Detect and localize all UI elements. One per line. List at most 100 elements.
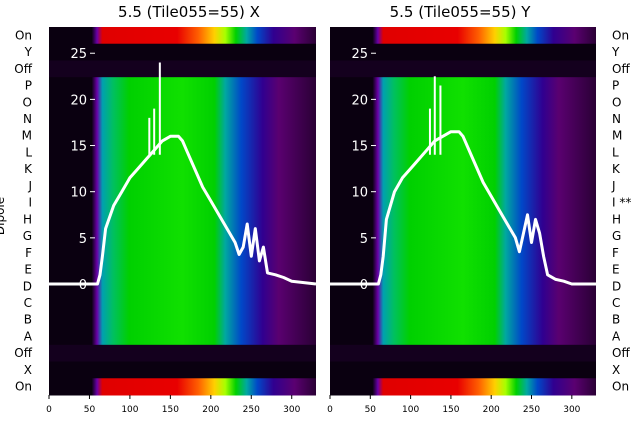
- heatmap-row: [330, 227, 596, 245]
- dipole-label: G: [23, 229, 32, 243]
- heatmap-row: [330, 361, 596, 379]
- dipole-label: D: [23, 279, 32, 293]
- x-tick-label: 0: [327, 405, 333, 415]
- heatmap-row: [330, 211, 596, 229]
- dipole-label: On: [15, 28, 32, 42]
- dipole-label: H: [612, 212, 621, 226]
- heatmap-row: [330, 27, 596, 45]
- dipole-label: F: [25, 246, 32, 260]
- panel-title: 5.5 (Tile055=55) Y: [390, 3, 532, 21]
- overlay-tick-label: 25: [70, 47, 87, 62]
- overlay-tick-label: 10: [351, 186, 368, 201]
- dipole-label: P: [25, 79, 32, 93]
- x-tick-label: 50: [84, 405, 96, 415]
- dipole-label: C: [24, 296, 32, 310]
- heatmap-row: [330, 378, 596, 396]
- heatmap-row: [330, 144, 596, 162]
- heatmap-row: [49, 361, 316, 379]
- dipole-label: A: [24, 329, 33, 343]
- dipole-label: M: [612, 129, 622, 143]
- heatmap-row: [330, 93, 596, 112]
- heatmap-row: [49, 43, 316, 61]
- dipole-label: X: [612, 363, 620, 377]
- dipole-label: J: [27, 179, 32, 193]
- overlay-tick-label: 15: [70, 140, 87, 155]
- dipole-label: Y: [611, 45, 620, 59]
- dipole-label: P: [612, 79, 619, 93]
- panel-title: 5.5 (Tile055=55) X: [118, 3, 260, 21]
- dipole-label: I: [28, 196, 32, 210]
- dipole-label: E: [24, 263, 32, 277]
- heatmap-row: [330, 60, 596, 78]
- x-tick-label: 300: [563, 405, 580, 415]
- dipole-label: Y: [24, 45, 33, 59]
- heatmap-row: [49, 127, 316, 145]
- dipole-label: J: [611, 179, 616, 193]
- dipole-label: Off: [14, 346, 32, 360]
- heatmap-row: [330, 294, 596, 312]
- heatmap-row: [330, 77, 596, 95]
- heatmap-row: [330, 194, 596, 212]
- heatmap-row: [49, 344, 316, 363]
- dipole-label: Off: [14, 62, 32, 76]
- overlay-tick-label: 15: [351, 140, 368, 155]
- dipole-label: C: [612, 296, 620, 310]
- heatmap-row: [49, 144, 316, 162]
- dipole-label: O: [612, 95, 621, 109]
- heatmap-row: [49, 244, 316, 262]
- overlay-series-line: [49, 134, 317, 286]
- heatmap-row: [330, 277, 596, 296]
- dipole-label: O: [23, 95, 32, 109]
- dipole-label: N: [23, 112, 32, 126]
- x-tick-label: 300: [283, 405, 300, 415]
- dipole-label: M: [22, 129, 32, 143]
- x-tick-label: 100: [121, 405, 138, 415]
- dipole-label: On: [612, 28, 629, 42]
- dipole-label: F: [612, 246, 619, 260]
- heatmap-row: [49, 277, 316, 296]
- dipole-label: B: [612, 313, 620, 327]
- x-tick-label: 200: [483, 405, 500, 415]
- overlay-tick-label: 20: [351, 93, 368, 108]
- dipole-label: N: [612, 112, 621, 126]
- heatmap-row: [49, 60, 316, 78]
- heatmap-row: [49, 261, 316, 279]
- dipole-label: On: [15, 380, 32, 394]
- dipole-label: E: [612, 263, 620, 277]
- overlay-tick-label: 20: [70, 93, 87, 108]
- dipole-label: A: [612, 329, 621, 343]
- heatmap-row: [49, 77, 316, 95]
- overlay-tick-label: 5: [79, 232, 87, 247]
- dipole-label: On: [612, 380, 629, 394]
- heatmap-row: [330, 328, 596, 346]
- dipole-label: K: [612, 162, 621, 176]
- overlay-tick-label: 5: [360, 232, 368, 247]
- heatmap-row: [330, 261, 596, 279]
- heatmap-row: [49, 378, 316, 396]
- dipole-label: L: [25, 145, 32, 159]
- x-tick-label: 100: [402, 405, 419, 415]
- x-tick-label: 250: [243, 405, 260, 415]
- heatmap-row: [49, 110, 316, 128]
- heatmap-row: [49, 294, 316, 312]
- heatmap-row: [330, 344, 596, 363]
- heatmap-row: [49, 328, 316, 346]
- heatmap-row: [49, 194, 316, 212]
- overlay-tick-label: 25: [351, 47, 368, 62]
- heatmap-row: [49, 93, 316, 112]
- dipole-label: I **: [612, 196, 631, 210]
- dipole-label: D: [612, 279, 621, 293]
- x-tick-label: 150: [162, 405, 179, 415]
- dipole-label: L: [612, 145, 619, 159]
- x-tick-label: 250: [523, 405, 540, 415]
- heatmap-row: [330, 244, 596, 262]
- y-axis-label: Dipole: [0, 197, 7, 235]
- heatmap-row: [49, 160, 316, 179]
- dipole-label: G: [612, 229, 621, 243]
- heatmap-row: [49, 27, 316, 45]
- heatmap-row: [330, 311, 596, 329]
- dipole-label: X: [24, 363, 32, 377]
- heatmap-row: [49, 177, 316, 195]
